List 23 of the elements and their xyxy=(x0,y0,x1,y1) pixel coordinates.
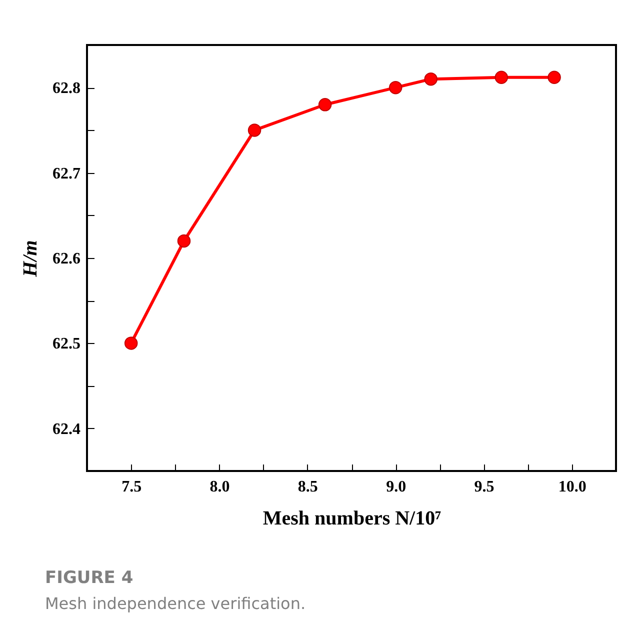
x-tick-label: 7.5 xyxy=(122,478,142,496)
x-tick-label: 8.5 xyxy=(298,478,318,496)
x-tick-label: 8.0 xyxy=(210,478,230,496)
point xyxy=(318,98,332,112)
x-axis-title: Mesh numbers N/10⁷ xyxy=(262,508,442,530)
y-tick-label: 62.7 xyxy=(52,165,80,182)
point xyxy=(124,336,138,350)
point xyxy=(424,72,438,86)
point xyxy=(388,80,402,94)
point xyxy=(177,234,191,248)
point xyxy=(248,124,262,137)
x-tick-label: 9.0 xyxy=(386,478,406,496)
y-tick-label: 62.4 xyxy=(52,420,80,438)
point xyxy=(494,70,508,84)
y-tick-label: 62.8 xyxy=(52,80,80,98)
y-tick-label: 62.6 xyxy=(52,250,80,268)
text: Mesh independence verification. xyxy=(45,594,306,613)
caption: FIGURE 4 xyxy=(45,568,134,588)
y-axis-title: H/m xyxy=(20,240,42,278)
x-tick-label: 9.5 xyxy=(474,478,494,496)
y-tick-label: 62.5 xyxy=(52,336,80,353)
x-tick-label: 10.0 xyxy=(558,478,586,496)
point xyxy=(548,70,561,84)
